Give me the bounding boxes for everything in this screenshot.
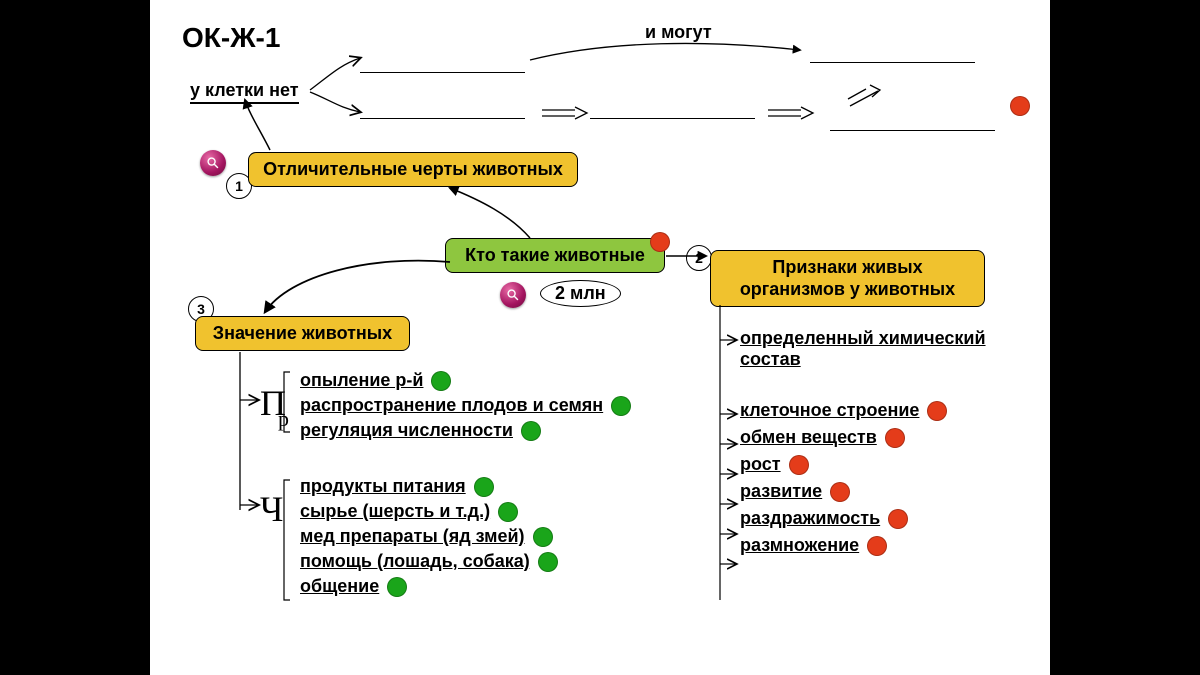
group-letter-r: р xyxy=(278,406,289,432)
dot-marker xyxy=(474,477,494,497)
list-item: развитие xyxy=(740,481,822,502)
dot-marker xyxy=(498,502,518,522)
blank-line xyxy=(830,130,995,131)
dot-marker xyxy=(927,401,947,421)
dot-marker xyxy=(1010,96,1030,116)
blank-line xyxy=(360,118,525,119)
list-item: общение xyxy=(300,576,379,597)
list-item: обмен веществ xyxy=(740,427,877,448)
diagram-canvas: ОК‑Ж‑1 у клетки нет и могут 1 Отличитель… xyxy=(150,0,1050,675)
list-item: регуляция численности xyxy=(300,420,513,441)
dot-marker xyxy=(533,527,553,547)
list-item: опыление р‑й xyxy=(300,370,423,391)
list-item: рост xyxy=(740,454,781,475)
dot-marker xyxy=(830,482,850,502)
dot-marker xyxy=(888,509,908,529)
dot-marker xyxy=(431,371,451,391)
list-item: распространение плодов и семян xyxy=(300,395,603,416)
list-item: мед препараты (яд змей) xyxy=(300,526,525,547)
list-item: раздражимость xyxy=(740,508,880,529)
magnify-icon xyxy=(200,150,226,176)
dot-marker xyxy=(387,577,407,597)
node-number: 2 xyxy=(686,245,712,271)
dot-marker xyxy=(611,396,631,416)
list-item: определенный химический состав xyxy=(740,328,986,369)
page-title: ОК‑Ж‑1 xyxy=(182,22,280,54)
blank-line xyxy=(360,72,525,73)
blank-line xyxy=(590,118,755,119)
dot-marker xyxy=(650,232,670,252)
dot-marker xyxy=(867,536,887,556)
signs-list: определенный химический состав клеточное… xyxy=(740,328,1030,556)
dot-marker xyxy=(521,421,541,441)
node-features: Отличительные черты животных xyxy=(248,152,578,187)
node-meaning: Значение животных xyxy=(195,316,410,351)
list-item: размножение xyxy=(740,535,859,556)
note-and-can: и могут xyxy=(645,22,712,44)
dot-marker xyxy=(538,552,558,572)
node-center: Кто такие животные xyxy=(445,238,665,273)
blank-line xyxy=(810,62,975,63)
magnify-icon xyxy=(500,282,526,308)
list-item: помощь (лошадь, собака) xyxy=(300,551,530,572)
dot-marker xyxy=(789,455,809,475)
node-signs: Признаки живых организмов у животных xyxy=(710,250,985,307)
meaning-group-pr: опыление р‑й распространение плодов и се… xyxy=(300,370,631,441)
list-item: клеточное строение xyxy=(740,400,919,421)
oval-count: 2 млн xyxy=(540,280,621,307)
list-item: продукты питания xyxy=(300,476,466,497)
meaning-group-ch: продукты питания сырье (шерсть и т.д.) м… xyxy=(300,476,558,597)
dot-marker xyxy=(885,428,905,448)
group-letter-Ch: Ч xyxy=(260,488,283,530)
list-item: сырье (шерсть и т.д.) xyxy=(300,501,490,522)
note-cell-no: у клетки нет xyxy=(190,80,299,104)
